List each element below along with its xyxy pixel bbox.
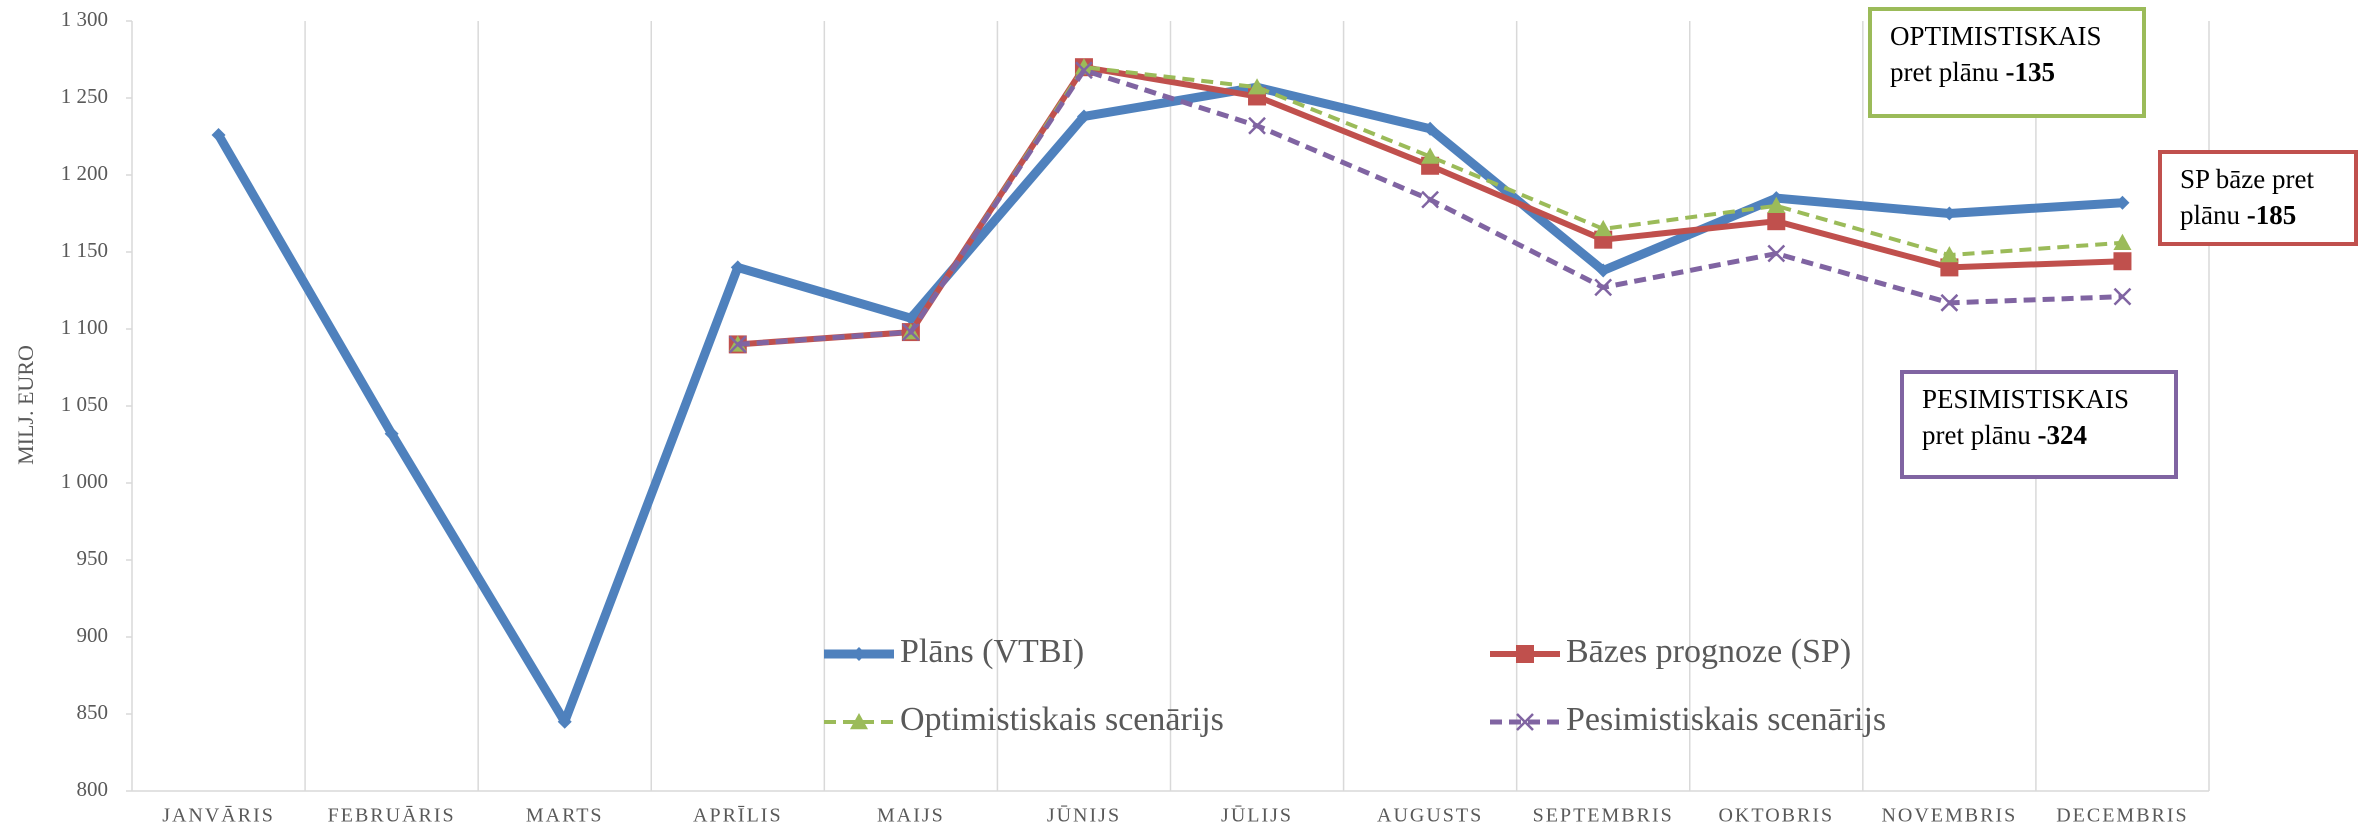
annotation-value: -324 — [2037, 420, 2087, 450]
data-point — [557, 714, 572, 729]
annotation-text: PESIMISTISKAIS — [1922, 384, 2129, 414]
x-tick-label: MARTS — [526, 805, 604, 827]
data-point — [1594, 278, 1613, 297]
y-tick-label: 1 000 — [61, 469, 108, 493]
data-point — [1075, 61, 1093, 80]
annotation-box — [2158, 150, 2358, 246]
data-point — [1596, 263, 1611, 278]
y-tick-label: 1 200 — [61, 161, 108, 185]
legend-label: Bāzes prognoze (SP) — [1566, 633, 1851, 670]
data-point — [1421, 147, 1440, 164]
y-tick-label: 950 — [77, 546, 109, 570]
data-point — [384, 426, 399, 441]
y-tick-label: 850 — [77, 700, 109, 724]
annotation-text: pret plānu -135 — [1890, 57, 2055, 87]
y-axis-label: MILJ. EURO — [13, 345, 38, 465]
x-tick-label: FEBRUĀRIS — [328, 805, 456, 827]
x-tick-label: DECEMBRIS — [2056, 805, 2188, 827]
data-point — [1074, 58, 1093, 75]
data-point — [211, 127, 226, 142]
data-point — [1423, 121, 1438, 136]
annotation-box — [1900, 370, 2178, 479]
annotation-value: -185 — [2247, 200, 2297, 230]
data-point — [2115, 195, 2130, 210]
annotation-text: plānu -185 — [2180, 200, 2296, 230]
annotation-line: pret plānu — [1890, 57, 1999, 87]
series-line — [214, 82, 2123, 727]
legend-label: Optimistiskais scenārijs — [900, 701, 1224, 738]
data-point — [728, 335, 747, 354]
data-point — [1940, 246, 1959, 263]
annotation-line: PESIMISTISKAIS — [1922, 384, 2129, 414]
x-tick-label: AUGUSTS — [1377, 805, 1483, 827]
legend-marker — [1516, 713, 1534, 731]
x-tick-label: SEPTEMBRIS — [1533, 805, 1674, 827]
y-tick-label: 1 150 — [61, 238, 108, 262]
annotation-text: pret plānu -324 — [1922, 420, 2087, 450]
x-tick-label: JŪLIJS — [1221, 805, 1293, 827]
annotation-value: -135 — [2005, 57, 2055, 87]
series-line — [737, 65, 2123, 347]
legend-marker — [1516, 645, 1534, 663]
x-tick-label: APRĪLIS — [693, 805, 783, 827]
data-point — [1940, 258, 1959, 277]
x-tick-label: OKTOBRIS — [1718, 805, 1834, 827]
data-point — [901, 323, 920, 341]
y-tick-label: 1 250 — [61, 84, 108, 108]
data-point — [1767, 244, 1786, 263]
annotation-text: SP bāze pret — [2180, 164, 2314, 194]
y-tick-label: 800 — [77, 777, 109, 801]
annotation-line: OPTIMISTISKAIS — [1890, 21, 2102, 51]
annotation-line: plānu — [2180, 200, 2240, 230]
legend-marker — [850, 713, 868, 730]
annotation-line: SP bāze pret — [2180, 164, 2314, 194]
data-point — [1940, 293, 1959, 312]
x-tick-label: MAIJS — [877, 805, 945, 827]
annotation-text: OPTIMISTISKAIS — [1890, 21, 2102, 51]
x-tick-label: JANVĀRIS — [162, 805, 275, 827]
data-point — [2113, 287, 2132, 306]
data-point — [2113, 252, 2132, 271]
data-point — [730, 260, 745, 275]
y-tick-label: 900 — [77, 623, 109, 647]
data-point — [1942, 206, 1957, 221]
x-tick-label: JŪNIJS — [1047, 805, 1121, 827]
data-point — [1248, 78, 1267, 95]
legend-label: Plāns (VTBI) — [900, 633, 1084, 670]
annotation-line: pret plānu — [1922, 420, 2031, 450]
legend-marker — [852, 647, 866, 661]
data-point — [1767, 196, 1786, 213]
annotation-box — [1868, 7, 2146, 118]
data-point — [2113, 233, 2132, 250]
y-tick-label: 1 300 — [61, 7, 108, 31]
data-point — [1421, 190, 1440, 209]
x-tick-label: NOVEMBRIS — [1881, 805, 2017, 827]
y-tick-label: 1 050 — [61, 392, 108, 416]
data-point — [1076, 109, 1091, 124]
legend-label: Pesimistiskais scenārijs — [1566, 701, 1886, 738]
y-tick-label: 1 100 — [61, 315, 108, 339]
data-point — [1767, 212, 1786, 231]
data-point — [1248, 116, 1266, 135]
data-point — [1594, 219, 1613, 237]
